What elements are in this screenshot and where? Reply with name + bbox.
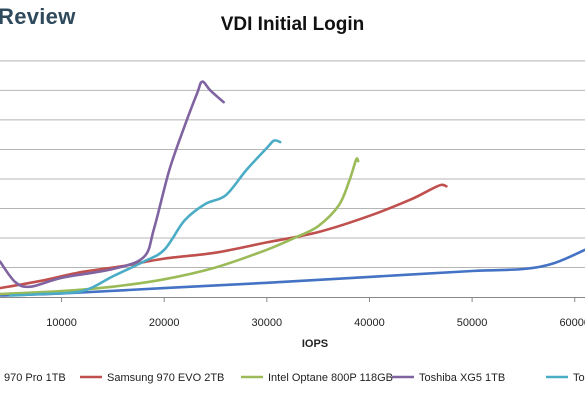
x-tick-label: 20000 <box>149 317 180 329</box>
series-line-0 <box>0 248 585 297</box>
legend: 970 Pro 1TB Samsung 970 EVO 2TB Intel Opta… <box>4 372 585 384</box>
series-lines <box>0 80 585 297</box>
legend-label: Toshiba XG5 1TB <box>419 372 505 384</box>
x-axis: 10000 20000 30000 40000 50000 60000 <box>0 297 585 329</box>
chart-title: VDI Initial Login <box>220 14 365 35</box>
legend-label: Samsung 970 EVO 2TB <box>107 372 224 384</box>
brand-logo-text: Review <box>0 4 76 29</box>
x-tick-label: 10000 <box>46 317 77 329</box>
legend-label: Toshiba RD400 <box>573 372 585 384</box>
series-line-4 <box>9 139 282 297</box>
legend-label: 970 Pro 1TB <box>4 372 66 384</box>
x-tick-label: 60000 <box>559 317 585 329</box>
series-line-2 <box>0 157 360 296</box>
x-tick-label: 30000 <box>252 317 283 329</box>
x-tick-label: 50000 <box>457 317 488 329</box>
series-line-3 <box>0 80 225 289</box>
series-line-1 <box>0 183 448 290</box>
x-axis-label: IOPS <box>302 338 328 350</box>
legend-label: Intel Optane 800P 118GB <box>268 372 393 384</box>
x-tick-label: 40000 <box>354 317 385 329</box>
